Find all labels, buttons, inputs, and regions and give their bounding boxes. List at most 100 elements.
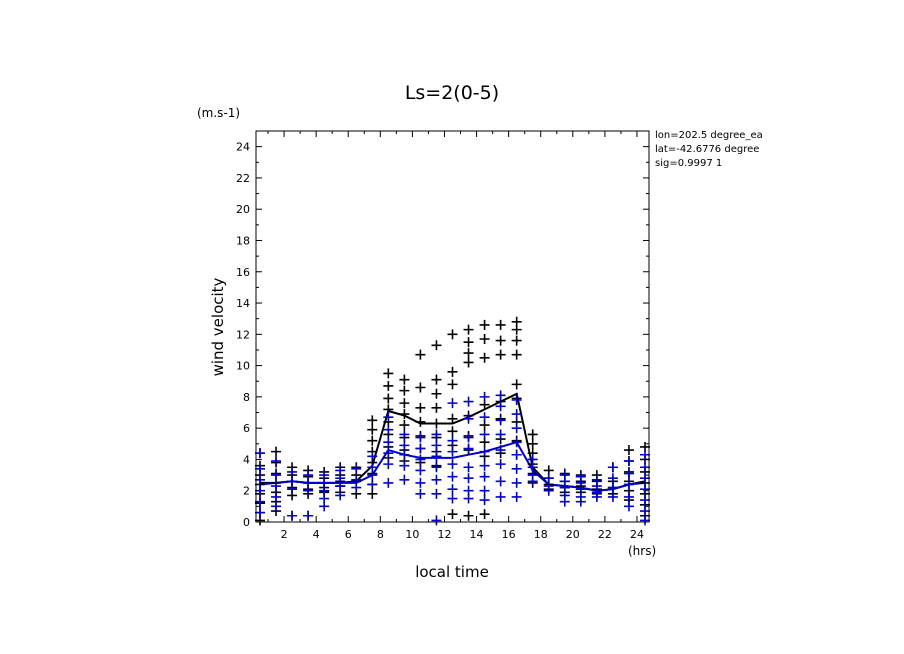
marker-blue (367, 479, 378, 490)
marker-blue (495, 390, 506, 401)
marker-blue (255, 448, 266, 459)
marker-blue (495, 445, 506, 456)
marker-blue (399, 449, 410, 460)
marker-blue (463, 473, 474, 484)
marker-blue (383, 437, 394, 448)
marker-black (527, 429, 538, 440)
marker-blue (447, 484, 458, 495)
marker-black (447, 366, 458, 377)
x-tick-label: 20 (566, 528, 580, 541)
marker-blue (639, 506, 650, 517)
marker-blue (495, 491, 506, 502)
marker-blue (431, 451, 442, 462)
marker-blue (287, 466, 298, 477)
marker-blue (319, 501, 330, 512)
marker-blue (447, 398, 458, 409)
y-axis-label: wind velocity (209, 277, 227, 376)
marker-black (479, 509, 490, 520)
marker-blue (479, 460, 490, 471)
marker-blue (639, 484, 650, 495)
marker-blue (399, 460, 410, 471)
marker-blue (447, 435, 458, 446)
marker-blue (495, 415, 506, 426)
marker-blue (511, 463, 522, 474)
marker-blue (527, 476, 538, 487)
x-tick-label: 8 (377, 528, 384, 541)
marker-blue (399, 440, 410, 451)
x-tick-label: 2 (281, 528, 288, 541)
marker-blue (463, 432, 474, 443)
y-tick-label: 20 (236, 203, 250, 216)
marker-blue (623, 479, 634, 490)
marker-blue (623, 456, 634, 467)
x-tick-label: 10 (405, 528, 419, 541)
marker-blue (639, 462, 650, 473)
marker-black (463, 357, 474, 368)
marker-blue (415, 432, 426, 443)
marker-blue (479, 429, 490, 440)
marker-blue (415, 443, 426, 454)
marker-black (479, 319, 490, 330)
marker-blue (287, 510, 298, 521)
y-tick-label: 14 (236, 297, 250, 310)
marker-black (447, 329, 458, 340)
marker-black (463, 324, 474, 335)
marker-blue (431, 429, 442, 440)
marker-blue (271, 470, 282, 481)
marker-blue (607, 482, 618, 493)
x-unit-label: (hrs) (628, 544, 656, 558)
marker-blue (415, 477, 426, 488)
x-tick-label: 14 (470, 528, 484, 541)
x-tick-label: 12 (437, 528, 451, 541)
marker-black (511, 379, 522, 390)
marker-blue (479, 495, 490, 506)
marker-blue (543, 485, 554, 496)
y-tick-label: 16 (236, 266, 250, 279)
y-tick-label: 6 (243, 422, 250, 435)
marker-blue (511, 449, 522, 460)
marker-blue (367, 470, 378, 481)
marker-blue (399, 474, 410, 485)
info-lat: lat=-42.6776 degree (655, 144, 759, 155)
marker-black (431, 418, 442, 429)
marker-black (527, 438, 538, 449)
marker-black (447, 509, 458, 520)
marker-black (511, 349, 522, 360)
marker-blue (383, 448, 394, 459)
marker-black (367, 415, 378, 426)
y-unit-label: (m.s-1) (197, 106, 240, 120)
marker-black (367, 435, 378, 446)
marker-blue (447, 471, 458, 482)
marker-black (399, 385, 410, 396)
marker-blue (271, 481, 282, 492)
marker-blue (447, 493, 458, 504)
marker-black (623, 445, 634, 456)
y-tick-label: 18 (236, 234, 250, 247)
x-tick-label: 6 (345, 528, 352, 541)
marker-blue (431, 440, 442, 451)
y-tick-label: 4 (243, 453, 250, 466)
y-tick-label: 10 (236, 360, 250, 373)
marker-black (367, 488, 378, 499)
marker-black (415, 382, 426, 393)
marker-black (399, 409, 410, 420)
marker-blue (367, 451, 378, 462)
marker-black (431, 374, 442, 385)
marker-blue (463, 462, 474, 473)
marker-blue (383, 459, 394, 470)
x-tick-label: 4 (313, 528, 320, 541)
y-tick-label: 0 (243, 516, 250, 529)
marker-blue (607, 491, 618, 502)
scatter-markers (255, 316, 650, 526)
marker-blue (559, 496, 570, 507)
marker-blue (415, 465, 426, 476)
marker-blue (479, 471, 490, 482)
marker-blue (479, 391, 490, 402)
marker-blue (271, 501, 282, 512)
marker-black (399, 420, 410, 431)
marker-blue (303, 485, 314, 496)
marker-black (431, 402, 442, 413)
marker-blue (399, 429, 410, 440)
y-tick-label: 12 (236, 328, 250, 341)
